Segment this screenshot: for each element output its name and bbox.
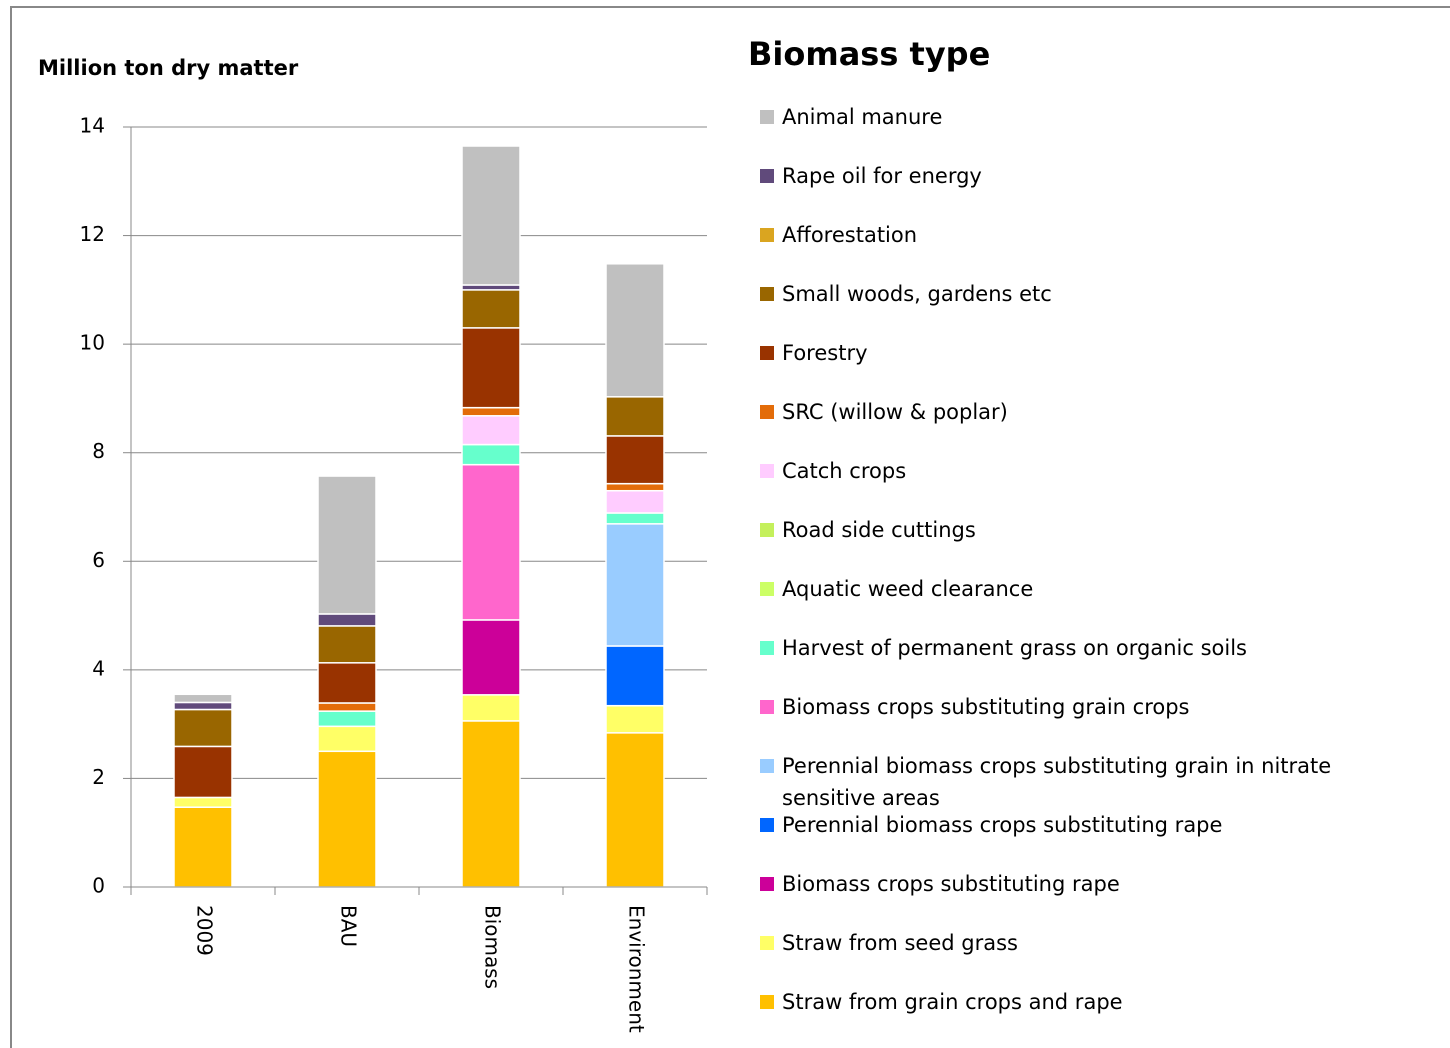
bar-segment: [461, 463, 521, 621]
legend-item: Biomass crops substituting rape: [760, 868, 1410, 900]
bar-segment: [461, 289, 521, 329]
legend-label: Biomass crops substituting rape: [782, 872, 1120, 896]
y-tick-label: 14: [80, 114, 105, 138]
legend-item: Rape oil for energy: [760, 160, 1410, 192]
bar-segment: [317, 613, 377, 627]
y-tick-label: 2: [92, 765, 105, 789]
frame: [10, 6, 1450, 1048]
legend-label: Forestry: [782, 341, 868, 365]
bar-segment: [317, 662, 377, 704]
y-tick-label: 12: [80, 222, 105, 246]
legend-swatch: [760, 523, 774, 537]
legend-item: SRC (willow & poplar): [760, 396, 1410, 428]
legend-label: Afforestation: [782, 223, 918, 247]
bar-segment: [317, 750, 377, 888]
y-tick-label: 10: [80, 331, 105, 355]
bar-segment: [461, 619, 521, 696]
legend-label: Biomass crops substituting grain crops: [782, 695, 1190, 719]
legend-label: Rape oil for energy: [782, 164, 982, 188]
bar-segment: [605, 704, 665, 734]
legend-title: Biomass type: [748, 35, 990, 73]
legend-item: Forestry: [760, 337, 1410, 369]
legend-item: Aquatic weed clearance: [760, 573, 1410, 605]
legend-swatch: [760, 995, 774, 1009]
legend-label: Straw from grain crops and rape: [782, 990, 1123, 1014]
y-tick-label: 4: [92, 656, 105, 680]
bar-segment: [173, 796, 233, 808]
bar-segment: [173, 708, 233, 748]
legend-swatch: [760, 818, 774, 832]
bar-segment: [605, 732, 665, 888]
legend-swatch: [760, 169, 774, 183]
legend-item: Harvest of permanent grass on organic so…: [760, 632, 1410, 664]
bar-segment: [461, 443, 521, 466]
legend-label: Aquatic weed clearance: [782, 577, 1034, 601]
bar-segment: [605, 645, 665, 707]
legend-item: Catch crops: [760, 455, 1410, 487]
legend-label: Road side cuttings: [782, 518, 976, 542]
legend-swatch: [760, 405, 774, 419]
legend-swatch: [760, 759, 774, 773]
legend-swatch: [760, 346, 774, 360]
legend-swatch: [760, 582, 774, 596]
legend-label: Small woods, gardens etc: [782, 282, 1052, 306]
bar-segment: [317, 710, 377, 728]
bar-segment: [605, 263, 665, 398]
bar-segment: [173, 806, 233, 888]
legend-swatch: [760, 287, 774, 301]
legend-item: Straw from grain crops and rape: [760, 986, 1410, 1018]
bar-segment: [605, 435, 665, 485]
legend-swatch: [760, 228, 774, 242]
legend-item: Animal manure: [760, 101, 1410, 133]
legend-label: Straw from seed grass: [782, 931, 1018, 955]
legend-swatch: [760, 936, 774, 950]
bar-segment: [605, 523, 665, 647]
legend-label: Harvest of permanent grass on organic so…: [782, 636, 1247, 660]
bar-segment: [173, 701, 233, 711]
legend-label: Catch crops: [782, 459, 907, 483]
legend-item: Road side cuttings: [760, 514, 1410, 546]
y-tick-label: 0: [92, 874, 105, 898]
x-tick-label: BAU: [337, 905, 361, 947]
bar-segment: [461, 145, 521, 286]
legend-label: Perennial biomass crops substituting gra…: [782, 754, 1332, 810]
legend-swatch: [760, 641, 774, 655]
legend-swatch: [760, 877, 774, 891]
bar-segment: [317, 625, 377, 664]
legend-item: Small woods, gardens etc: [760, 278, 1410, 310]
y-tick-label: 6: [92, 548, 105, 572]
bar-segment: [173, 745, 233, 799]
bar-segment: [461, 694, 521, 722]
legend-item: Biomass crops substituting grain crops: [760, 691, 1410, 723]
bar-segment: [461, 415, 521, 446]
bar-segment: [605, 482, 665, 492]
legend-swatch: [760, 700, 774, 714]
legend-swatch: [760, 464, 774, 478]
y-tick-label: 8: [92, 439, 105, 463]
legend-item: Perennial biomass crops substituting gra…: [760, 750, 1410, 814]
legend-label: Perennial biomass crops substituting rap…: [782, 813, 1223, 837]
legend-label: Animal manure: [782, 105, 943, 129]
bar-segment: [461, 406, 521, 417]
y-axis-label: Million ton dry matter: [38, 56, 299, 80]
bar-segment: [317, 725, 377, 753]
legend-item: Perennial biomass crops substituting rap…: [760, 809, 1410, 841]
legend-swatch: [760, 110, 774, 124]
bar-segment: [461, 720, 521, 888]
x-tick-label: Biomass: [481, 905, 505, 989]
bar-segment: [173, 693, 233, 704]
bar-segment: [317, 702, 377, 712]
legend-item: Afforestation: [760, 219, 1410, 251]
bar-segment: [605, 489, 665, 514]
bar-segment: [461, 327, 521, 409]
bar-segment: [605, 512, 665, 525]
x-tick-label: Environment: [625, 905, 649, 1033]
legend-label: SRC (willow & poplar): [782, 400, 1008, 424]
bar-segment: [317, 475, 377, 615]
bar-segment: [605, 396, 665, 437]
legend-item: Straw from seed grass: [760, 927, 1410, 959]
x-tick-label: 2009: [193, 905, 217, 956]
